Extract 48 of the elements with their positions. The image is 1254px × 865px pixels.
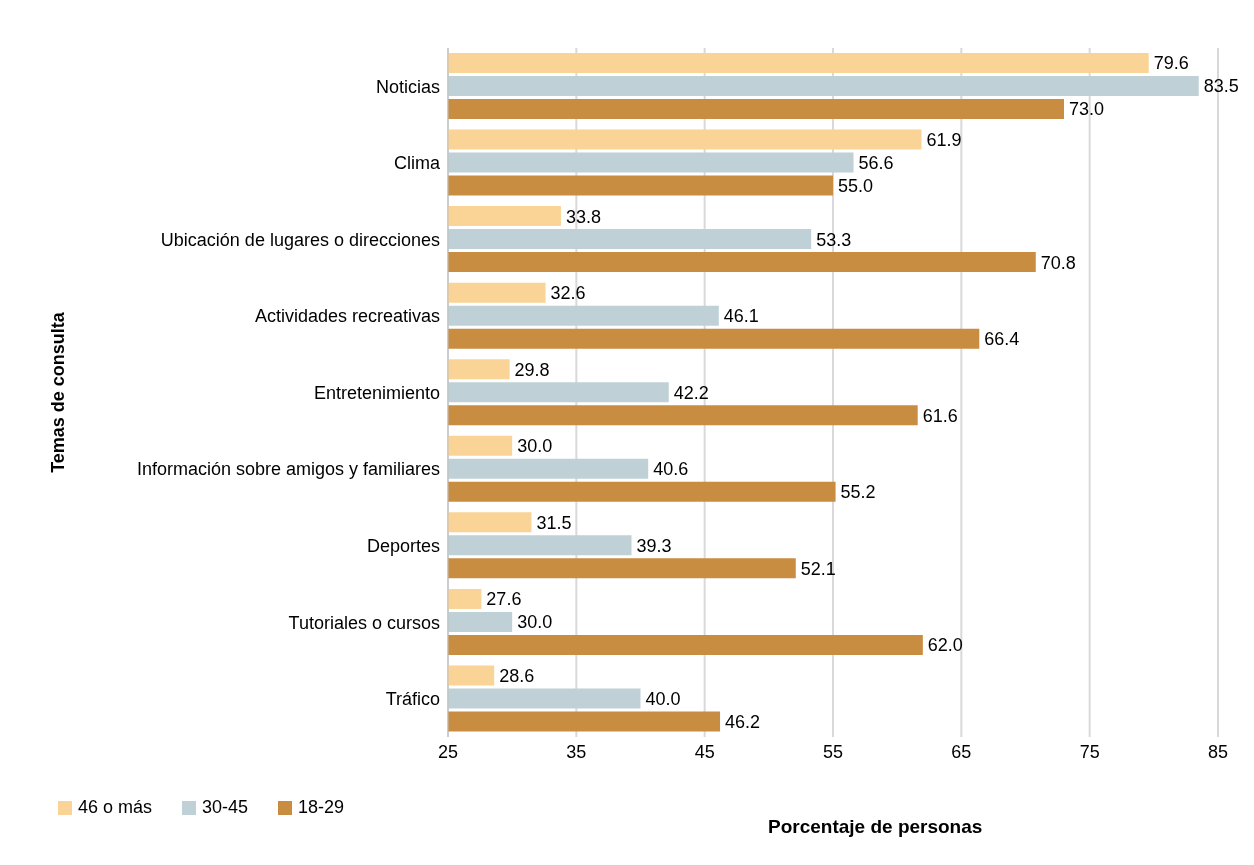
data-label: 30.0 (517, 436, 553, 457)
x-tick-label: 85 (1207, 741, 1229, 762)
legend-label: 18-29 (297, 797, 345, 818)
data-label: 33.8 (565, 206, 601, 227)
data-label: 42.2 (673, 382, 709, 403)
x-tick-label: 55 (822, 741, 844, 762)
y-tick-label: Tráfico (385, 689, 440, 710)
data-label: 31.5 (536, 512, 572, 533)
data-label: 55.2 (840, 482, 876, 503)
data-label: 73.0 (1069, 99, 1105, 120)
data-label: 52.1 (800, 558, 836, 579)
data-label: 79.6 (1153, 53, 1189, 74)
data-label: 83.5 (1203, 76, 1239, 97)
data-label: 61.6 (922, 405, 958, 426)
y-tick-label: Actividades recreativas (254, 306, 440, 327)
x-tick-label: 35 (566, 741, 587, 762)
data-label: 30.0 (517, 612, 553, 633)
data-label: 56.6 (858, 152, 894, 173)
y-tick-label: Deportes (366, 536, 440, 556)
legend-label: 46 o más (77, 797, 153, 818)
data-label: 40.0 (645, 688, 681, 709)
data-label: 66.4 (984, 329, 1020, 350)
data-label: 27.6 (486, 589, 522, 610)
y-tick-label: Entretenimiento (313, 382, 440, 403)
data-label: 61.9 (926, 129, 962, 150)
data-label: 32.6 (550, 283, 586, 304)
legend-label: 30-45 (201, 797, 249, 818)
x-tick-label: 45 (694, 741, 715, 762)
data-label: 55.0 (838, 175, 874, 196)
data-label: 29.8 (514, 359, 550, 380)
y-axis-title: Temas de consulta (48, 311, 69, 473)
x-tick-label: 25 (437, 741, 459, 762)
data-label: 62.0 (927, 635, 963, 656)
data-label: 39.3 (636, 535, 672, 556)
x-tick-label: 65 (951, 741, 972, 762)
data-label: 28.6 (499, 665, 535, 686)
data-label: 40.6 (653, 459, 689, 480)
y-tick-label: Información sobre amigos y familiares (136, 459, 440, 480)
y-tick-label: Clima (393, 153, 441, 174)
x-tick-label: 75 (1079, 741, 1100, 762)
data-label: 46.2 (725, 711, 761, 732)
data-label: 53.3 (816, 229, 852, 250)
y-tick-label: Noticias (375, 76, 440, 97)
y-tick-label: Tutoriales o cursos (288, 612, 440, 633)
data-label: 46.1 (723, 306, 759, 327)
y-tick-label: Ubicación de lugares o direcciones (160, 229, 440, 250)
x-axis-title: Porcentaje de personas (768, 816, 983, 838)
data-label: 70.8 (1040, 252, 1076, 273)
